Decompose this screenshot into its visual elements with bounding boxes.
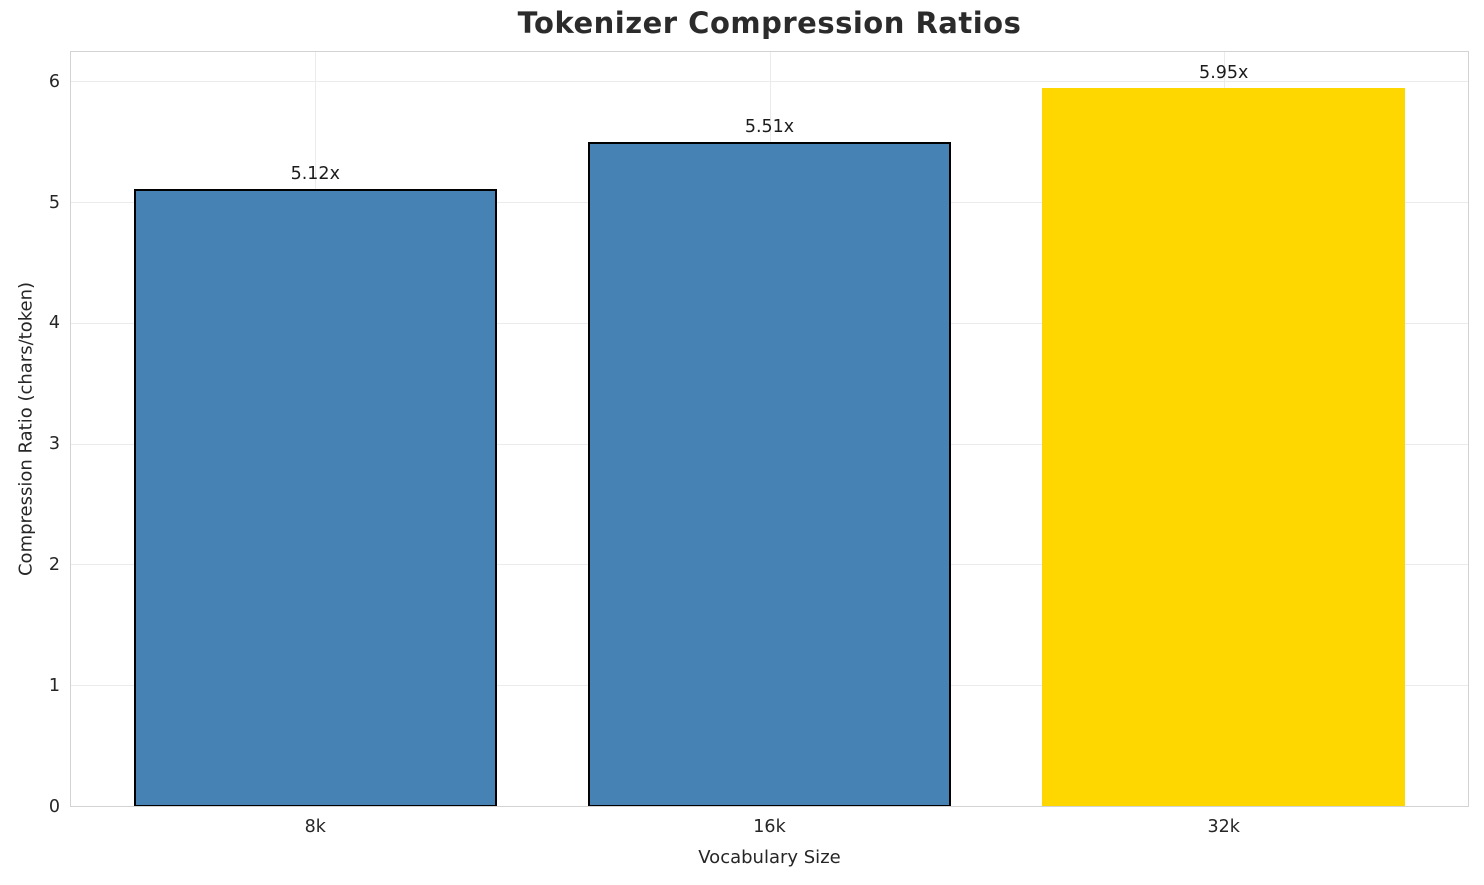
x-tick-label: 16k bbox=[753, 817, 786, 837]
y-tick-label: 4 bbox=[48, 313, 60, 334]
bar-value-label: 5.95x bbox=[1199, 63, 1249, 84]
plot-area: 5.12x 5.51x 5.95x bbox=[70, 51, 1469, 807]
bar-value-label: 5.51x bbox=[744, 116, 795, 137]
y-tick-label: 5 bbox=[48, 192, 60, 213]
y-tick-label: 1 bbox=[48, 675, 60, 696]
bar-32k bbox=[1042, 88, 1406, 807]
bar-16k bbox=[587, 141, 952, 807]
y-tick-label: 0 bbox=[48, 796, 60, 817]
x-tick-label: 32k bbox=[1207, 817, 1240, 837]
y-tick-label: 3 bbox=[48, 433, 60, 454]
x-axis-ticks: 8k 16k 32k bbox=[70, 817, 1469, 841]
y-axis-ticks: 0 1 2 3 4 5 6 bbox=[0, 51, 60, 815]
x-tick-label: 8k bbox=[304, 817, 326, 837]
y-tick-label: 2 bbox=[48, 554, 60, 575]
chart-title: Tokenizer Compression Ratios bbox=[517, 6, 1022, 40]
bar-8k bbox=[133, 188, 497, 807]
y-tick-label: 6 bbox=[48, 71, 60, 92]
bar-value-label: 5.12x bbox=[290, 163, 340, 184]
x-axis-label: Vocabulary Size bbox=[698, 847, 841, 868]
